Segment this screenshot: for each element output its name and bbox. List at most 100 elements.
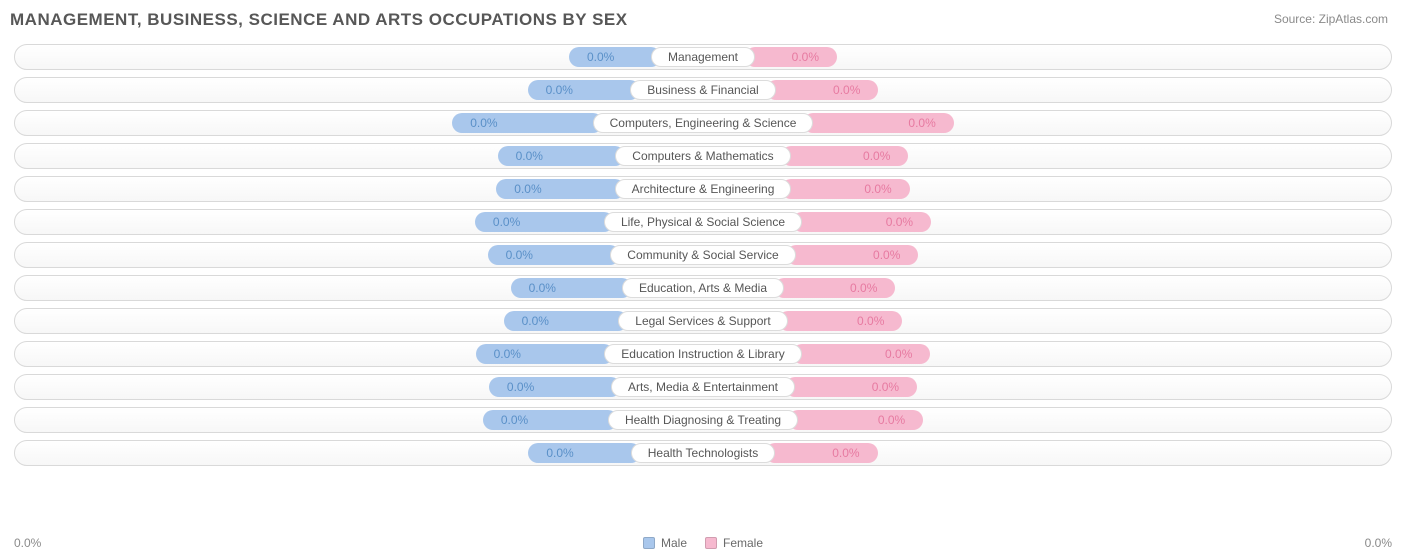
male-value: 0.0%: [529, 281, 556, 295]
chart-title: MANAGEMENT, BUSINESS, SCIENCE AND ARTS O…: [10, 10, 1392, 30]
chart-row: 0.0% Legal Services & Support 0.0%: [14, 308, 1392, 334]
chart-row: 0.0% Computers & Mathematics 0.0%: [14, 143, 1392, 169]
chart-footer: 0.0% Male Female 0.0%: [14, 536, 1392, 550]
bar-group: 0.0% Education Instruction & Library 0.0%: [476, 344, 931, 364]
occupations-chart: MANAGEMENT, BUSINESS, SCIENCE AND ARTS O…: [0, 0, 1406, 558]
female-bar: 0.0%: [781, 179, 909, 199]
male-bar: 0.0%: [488, 245, 621, 265]
female-value: 0.0%: [886, 215, 913, 229]
male-value: 0.0%: [494, 347, 521, 361]
chart-rows: 0.0% Management 0.0% 0.0% Business & Financi…: [14, 44, 1392, 466]
bar-group: 0.0% Community & Social Service 0.0%: [488, 245, 919, 265]
chart-row: 0.0% Life, Physical & Social Science 0.0%: [14, 209, 1392, 235]
male-bar: 0.0%: [476, 344, 615, 364]
row-label: Education Instruction & Library: [604, 344, 801, 364]
bar-group: 0.0% Computers, Engineering & Science 0.0%: [452, 113, 954, 133]
female-bar: 0.0%: [766, 80, 879, 100]
male-value: 0.0%: [470, 116, 497, 130]
bar-group: 0.0%Architecture & Engineering0.0%: [496, 179, 909, 199]
male-value: 0.0%: [507, 380, 534, 394]
male-bar: 0.0%: [511, 278, 632, 298]
female-bar: 0.0%: [781, 146, 909, 166]
female-value: 0.0%: [857, 314, 884, 328]
source-site: ZipAtlas.com: [1319, 12, 1388, 26]
row-label: Community & Social Service: [610, 245, 795, 265]
female-bar: 0.0%: [785, 377, 917, 397]
chart-row: 0.0% Education, Arts & Media 0.0%: [14, 275, 1392, 301]
male-bar: 0.0%: [528, 443, 640, 463]
female-value: 0.0%: [908, 116, 935, 130]
source-attribution: Source: ZipAtlas.com: [1274, 12, 1388, 26]
chart-row: 0.0% Management 0.0%: [14, 44, 1392, 70]
legend: Male Female: [643, 536, 763, 550]
row-label: Education, Arts & Media: [622, 278, 784, 298]
bar-group: 0.0% Business & Financial 0.0%: [528, 80, 879, 100]
legend-male: Male: [643, 536, 687, 550]
row-label: Life, Physical & Social Science: [604, 212, 802, 232]
female-value: 0.0%: [863, 149, 890, 163]
female-value: 0.0%: [864, 182, 891, 196]
male-bar: 0.0%: [452, 113, 602, 133]
female-bar: 0.0%: [774, 278, 895, 298]
chart-row: 0.0% Education Instruction & Library 0.0%: [14, 341, 1392, 367]
female-value: 0.0%: [885, 347, 912, 361]
female-value: 0.0%: [833, 83, 860, 97]
source-label: Source:: [1274, 12, 1315, 26]
row-label: Health Diagnosing & Treating: [608, 410, 798, 430]
male-value: 0.0%: [493, 215, 520, 229]
female-bar: 0.0%: [788, 410, 923, 430]
legend-female: Female: [705, 536, 763, 550]
female-bar: 0.0%: [792, 212, 931, 232]
male-value: 0.0%: [501, 413, 528, 427]
chart-row: 0.0% Computers, Engineering & Science 0.0%: [14, 110, 1392, 136]
bar-group: 0.0% Education, Arts & Media 0.0%: [511, 278, 896, 298]
row-label: Computers & Mathematics: [615, 146, 790, 166]
bar-group: 0.0% Arts, Media & Entertainment 0.0%: [489, 377, 917, 397]
male-bar: 0.0%: [475, 212, 614, 232]
male-value: 0.0%: [546, 446, 573, 460]
female-bar: 0.0%: [786, 245, 919, 265]
legend-female-label: Female: [723, 536, 763, 550]
male-value: 0.0%: [516, 149, 543, 163]
male-bar: 0.0%: [489, 377, 621, 397]
male-bar: 0.0%: [496, 179, 624, 199]
row-label: Computers, Engineering & Science: [593, 113, 814, 133]
male-value: 0.0%: [522, 314, 549, 328]
legend-male-swatch: [643, 537, 655, 549]
female-value: 0.0%: [878, 413, 905, 427]
row-label: Arts, Media & Entertainment: [611, 377, 795, 397]
female-value: 0.0%: [792, 50, 819, 64]
bar-group: 0.0% Computers & Mathematics 0.0%: [498, 146, 909, 166]
chart-row: 0.0% Community & Social Service 0.0%: [14, 242, 1392, 268]
male-value: 0.0%: [587, 50, 614, 64]
male-value: 0.0%: [506, 248, 533, 262]
row-label: Legal Services & Support: [618, 311, 787, 331]
chart-row: 0.0% Health Diagnosing & Treating 0.0%: [14, 407, 1392, 433]
male-bar: 0.0%: [569, 47, 661, 67]
row-label: Management: [651, 47, 755, 67]
chart-row: 0.0%Health Technologists0.0%: [14, 440, 1392, 466]
chart-row: 0.0%Architecture & Engineering0.0%: [14, 176, 1392, 202]
bar-group: 0.0% Health Diagnosing & Treating 0.0%: [483, 410, 923, 430]
male-bar: 0.0%: [498, 146, 626, 166]
legend-female-swatch: [705, 537, 717, 549]
female-bar: 0.0%: [803, 113, 953, 133]
male-bar: 0.0%: [528, 80, 641, 100]
row-label: Health Technologists: [631, 443, 776, 463]
row-label: Business & Financial: [630, 80, 775, 100]
axis-right-label: 0.0%: [1365, 536, 1392, 550]
female-value: 0.0%: [872, 380, 899, 394]
bar-group: 0.0%Health Technologists0.0%: [528, 443, 877, 463]
male-bar: 0.0%: [483, 410, 618, 430]
bar-group: 0.0% Management 0.0%: [569, 47, 837, 67]
bar-group: 0.0% Legal Services & Support 0.0%: [504, 311, 903, 331]
female-value: 0.0%: [850, 281, 877, 295]
chart-row: 0.0% Business & Financial 0.0%: [14, 77, 1392, 103]
female-bar: 0.0%: [765, 443, 877, 463]
female-value: 0.0%: [873, 248, 900, 262]
axis-left-label: 0.0%: [14, 536, 41, 550]
chart-row: 0.0% Arts, Media & Entertainment 0.0%: [14, 374, 1392, 400]
male-value: 0.0%: [514, 182, 541, 196]
male-value: 0.0%: [546, 83, 573, 97]
bar-group: 0.0% Life, Physical & Social Science 0.0%: [475, 212, 931, 232]
